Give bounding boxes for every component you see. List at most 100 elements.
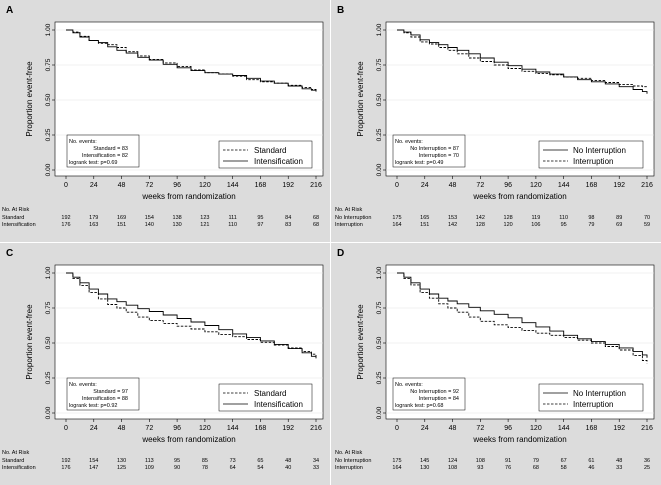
x-axis: 0 24 48 72 96 120 144 168 192 216 (64, 176, 322, 189)
at-risk-count: 113 (145, 458, 154, 464)
events-title: No. events: (395, 382, 423, 388)
at-risk-count: 91 (505, 458, 511, 464)
y-axis: 0.00 0.25 0.50 0.75 1.00 (376, 23, 386, 176)
at-risk-count: 67 (561, 458, 567, 464)
x-axis: 0 24 48 72 96 120 144 168 192 216 (395, 176, 653, 189)
x-tick-label: 48 (449, 182, 457, 189)
y-tick-label: 0.75 (45, 58, 52, 71)
at-risk-count: 97 (257, 222, 263, 228)
x-tick-label: 0 (64, 182, 68, 189)
panel-c: C Proportion event-free 0.00 0.25 0.50 0.75… (0, 243, 330, 485)
events-title: No. events: (395, 139, 423, 145)
at-risk-count: 163 (89, 222, 98, 228)
events-box: No. events: Standard = 83 Intensificatio… (66, 134, 140, 168)
at-risk-count: 25 (644, 465, 650, 471)
x-tick-label: 48 (118, 425, 126, 432)
x-tick-label: 72 (476, 182, 484, 189)
x-tick-label: 192 (282, 425, 294, 432)
at-risk-count: 70 (644, 215, 650, 221)
km-curve (397, 29, 648, 94)
at-risk-count: 65 (257, 458, 263, 464)
at-risk-count: 109 (145, 465, 154, 471)
y-tick-label: 1.00 (376, 266, 383, 279)
at-risk-count: 36 (644, 458, 650, 464)
at-risk-count: 192 (61, 458, 70, 464)
y-tick-label: 0.50 (376, 336, 383, 349)
y-tick-label: 0.25 (376, 371, 383, 384)
at-risk-count: 169 (117, 215, 126, 221)
x-axis-label: weeks from randomization (472, 192, 566, 201)
at-risk-count: 140 (145, 222, 154, 228)
at-risk-count: 95 (257, 215, 263, 221)
legend-label-1: No Interruption (573, 389, 626, 398)
at-risk-row-label: Intensification (2, 465, 36, 471)
x-tick-label: 48 (118, 182, 126, 189)
at-risk-count: 111 (228, 215, 236, 221)
at-risk-count: 98 (588, 215, 594, 221)
x-tick-label: 168 (586, 182, 598, 189)
at-risk-count: 120 (504, 222, 513, 228)
at-risk-count: 90 (174, 465, 180, 471)
x-tick-label: 120 (530, 182, 542, 189)
at-risk-count: 106 (531, 222, 540, 228)
legend-label-2: Interruption (573, 400, 613, 409)
x-tick-label: 72 (476, 425, 484, 432)
at-risk-count: 130 (420, 465, 429, 471)
at-risk-count: 83 (285, 222, 291, 228)
at-risk-values: 164 151 142 128 120 106 95 79 69 59 (392, 222, 650, 228)
at-risk-count: 78 (202, 465, 208, 471)
at-risk-table: No. At Risk Standard Intensification 192… (2, 207, 319, 228)
at-risk-count: 151 (420, 222, 429, 228)
series-group (66, 272, 317, 359)
at-risk-count: 33 (313, 465, 319, 471)
legend: Standard Intensification (218, 383, 313, 412)
legend: No Interruption Interruption (538, 140, 644, 169)
at-risk-row-label: Interruption (335, 222, 363, 228)
legend: No Interruption Interruption (538, 383, 644, 412)
y-tick-label: 1.00 (45, 266, 52, 279)
y-tick-label: 0.00 (376, 163, 383, 176)
x-axis: 0 24 48 72 96 120 144 168 192 216 (64, 419, 322, 432)
x-tick-label: 168 (255, 182, 267, 189)
at-risk-count: 46 (588, 465, 594, 471)
events-line-3: logrank test: p=0.92 (69, 403, 117, 409)
y-axis: 0.00 0.25 0.50 0.75 1.00 (376, 266, 386, 419)
at-risk-title: No. At Risk (335, 207, 362, 213)
at-risk-count: 176 (61, 222, 70, 228)
at-risk-row-label: Standard (2, 215, 24, 221)
km-curve (397, 29, 648, 88)
events-line-3: logrank test: p=0.68 (395, 403, 443, 409)
legend-label-1: Standard (254, 389, 286, 398)
events-line-1: Standard = 97 (93, 389, 128, 395)
at-risk-count: 48 (616, 458, 622, 464)
at-risk-title: No. At Risk (2, 207, 29, 213)
y-axis-label: Proportion event-free (25, 304, 34, 380)
y-tick-label: 0.00 (376, 406, 383, 419)
x-tick-label: 24 (421, 425, 429, 432)
x-tick-label: 72 (145, 425, 153, 432)
at-risk-count: 154 (89, 458, 98, 464)
y-tick-label: 0.75 (376, 58, 383, 71)
at-risk-count: 68 (533, 465, 539, 471)
panel-d: D Proportion event-free 0.00 0.25 0.50 0.75… (331, 243, 661, 485)
at-risk-count: 128 (476, 222, 485, 228)
events-title: No. events: (69, 382, 97, 388)
events-line-2: Interruption = 84 (419, 396, 459, 402)
at-risk-count: 95 (174, 458, 180, 464)
at-risk-row-label: Intensification (2, 222, 36, 228)
at-risk-values: 176 163 151 140 130 121 110 97 83 68 (61, 222, 319, 228)
at-risk-count: 84 (285, 215, 291, 221)
x-tick-label: 0 (395, 182, 399, 189)
at-risk-count: 59 (644, 222, 650, 228)
at-risk-count: 73 (230, 458, 236, 464)
km-curve (66, 29, 317, 92)
y-axis-label: Proportion event-free (356, 61, 365, 137)
at-risk-count: 164 (392, 465, 401, 471)
y-tick-label: 0.50 (45, 336, 52, 349)
y-axis-label: Proportion event-free (25, 61, 34, 137)
at-risk-count: 110 (228, 222, 237, 228)
at-risk-values: 175 145 124 108 91 79 67 61 48 36 (392, 458, 650, 464)
at-risk-count: 40 (285, 465, 291, 471)
km-curve (66, 272, 317, 359)
